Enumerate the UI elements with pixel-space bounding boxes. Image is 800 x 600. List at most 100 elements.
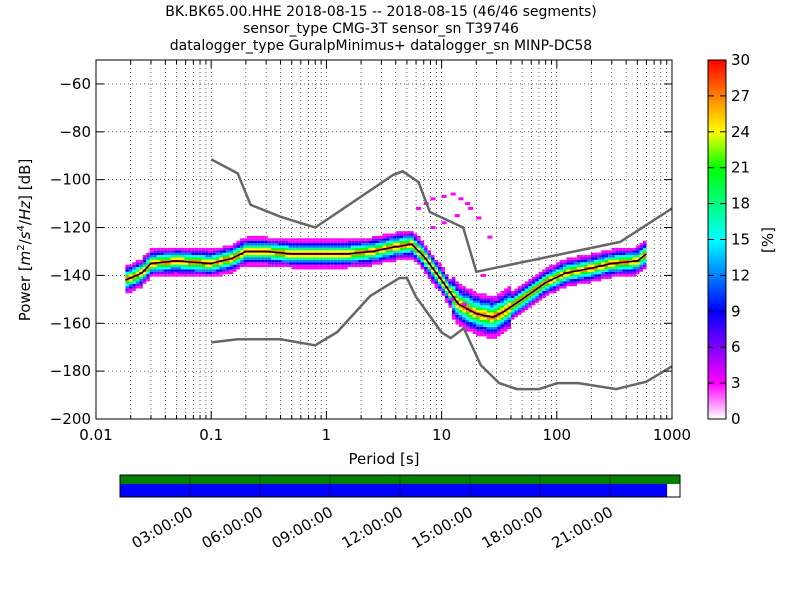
pdf-cell xyxy=(351,247,355,251)
pdf-cell xyxy=(552,269,557,272)
pdf-cell xyxy=(319,259,324,263)
pdf-cell xyxy=(354,240,359,244)
pdf-cell xyxy=(372,262,376,265)
pdf-cell xyxy=(306,257,310,260)
pdf-cell xyxy=(479,293,484,296)
pdf-cell xyxy=(292,267,296,270)
pdf-cell xyxy=(611,267,616,270)
pdf-cell xyxy=(222,247,227,251)
pdf-cell xyxy=(396,243,400,246)
pdf-cell xyxy=(576,255,581,258)
pdf-cell xyxy=(233,245,237,248)
pdf-cell xyxy=(441,286,445,289)
pdf-cell xyxy=(642,247,647,251)
pdf-cell xyxy=(368,259,373,263)
pdf-cell xyxy=(208,269,213,272)
pdf-cell xyxy=(139,267,143,270)
pdf-cell xyxy=(510,314,515,318)
pdf-cell xyxy=(139,283,143,287)
pdf-cell xyxy=(372,243,376,246)
pdf-cell xyxy=(375,259,379,263)
pdf-cell xyxy=(639,267,643,270)
pdf-cell xyxy=(323,259,327,263)
pdf-cell xyxy=(240,243,244,246)
pdf-cell xyxy=(319,262,324,265)
pdf-cell xyxy=(378,250,383,253)
pdf-cell xyxy=(281,240,286,244)
pdf-cell xyxy=(483,300,487,303)
pdf-cell xyxy=(365,257,369,260)
pdf-cell xyxy=(594,267,598,270)
pdf-cell xyxy=(306,238,310,241)
pdf-cell xyxy=(205,259,209,263)
pdf-cell xyxy=(455,295,459,299)
pdf-cell xyxy=(146,274,150,277)
pdf-cell xyxy=(469,293,473,296)
pdf-cell xyxy=(302,267,307,270)
pdf-cell xyxy=(361,238,366,241)
pdf-cell xyxy=(500,295,505,299)
pdf-cell xyxy=(260,238,265,241)
pdf-cell xyxy=(542,269,546,272)
pdf-cell xyxy=(465,312,470,315)
pdf-cell xyxy=(601,271,605,275)
pdf-cell xyxy=(444,298,449,301)
pdf-cell xyxy=(156,259,161,263)
pdf-cell xyxy=(292,259,296,263)
pdf-cell xyxy=(601,255,605,258)
pdf-cell xyxy=(358,262,362,265)
pdf-cell xyxy=(316,247,320,251)
pdf-cell xyxy=(629,269,633,272)
pdf-cell xyxy=(507,317,511,320)
pdf-cell xyxy=(563,264,567,268)
pdf-cell xyxy=(493,317,498,320)
pdf-cell xyxy=(285,255,289,258)
pdf-cell xyxy=(132,271,136,275)
pdf-cell xyxy=(347,257,352,260)
pdf-cell xyxy=(319,267,324,270)
pdf-cell xyxy=(326,245,331,248)
pdf-cell xyxy=(451,314,456,318)
pdf-cell xyxy=(552,264,557,268)
pdf-cell xyxy=(319,238,324,241)
pdf-cell xyxy=(594,255,598,258)
pdf-cell xyxy=(246,235,251,239)
pdf-cell xyxy=(160,250,164,253)
pdf-cell xyxy=(201,257,206,260)
pdf-cell xyxy=(462,298,466,301)
pdf-cell xyxy=(319,245,324,248)
pdf-cell xyxy=(163,250,168,253)
pdf-cell xyxy=(583,262,588,265)
pdf-cell xyxy=(490,331,494,335)
pdf-cell xyxy=(163,252,168,256)
pdf-cell xyxy=(170,264,175,268)
pdf-cell xyxy=(292,264,296,268)
pdf-cell xyxy=(361,257,366,260)
pdf-cell xyxy=(399,240,404,244)
pdf-cell xyxy=(497,295,501,299)
pdf-cell xyxy=(510,307,515,311)
pdf-cell xyxy=(576,262,581,265)
pdf-cell xyxy=(149,274,154,277)
pdf-cell xyxy=(253,235,258,239)
pdf-cell xyxy=(170,252,175,256)
pdf-cell xyxy=(233,243,237,246)
pdf-cell xyxy=(479,319,484,323)
pdf-cell xyxy=(611,259,616,263)
pdf-cell xyxy=(434,264,439,268)
pdf-cell xyxy=(240,250,244,253)
pdf-cell xyxy=(240,262,244,265)
pdf-cell xyxy=(201,264,206,268)
pdf-cell xyxy=(212,264,216,268)
pdf-cell xyxy=(330,247,334,251)
pdf-cell xyxy=(549,276,553,279)
pdf-cell xyxy=(517,302,522,306)
pdf-cell xyxy=(618,264,623,268)
pdf-cell xyxy=(312,267,317,270)
pdf-cell xyxy=(469,295,473,299)
pdf-cell xyxy=(125,267,129,270)
pdf-cell xyxy=(267,264,272,268)
pdf-cell xyxy=(278,240,282,244)
pdf-cell xyxy=(257,259,261,263)
pdf-cell xyxy=(184,247,188,251)
